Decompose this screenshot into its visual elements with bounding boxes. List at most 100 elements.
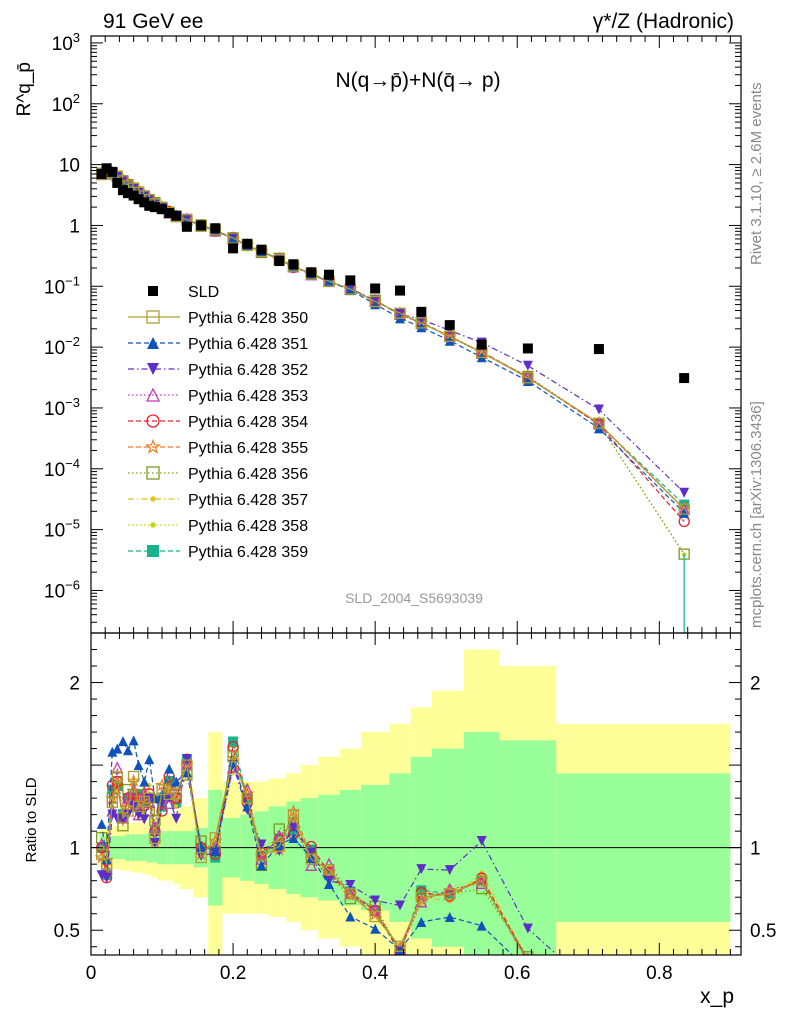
y-tick-label: 10−2 — [44, 334, 80, 359]
marker — [227, 751, 239, 763]
marker — [416, 306, 427, 317]
marker — [146, 414, 160, 428]
marker — [117, 736, 128, 747]
legend-label: Pythia 6.428 351 — [188, 336, 308, 353]
marker — [106, 796, 118, 809]
marker — [100, 857, 113, 870]
marker — [679, 373, 690, 384]
x-tick-label: 0.6 — [504, 963, 530, 984]
marker — [146, 466, 160, 480]
marker — [96, 169, 107, 180]
marker — [416, 864, 427, 875]
marker — [444, 912, 455, 923]
marker — [149, 793, 160, 804]
legend-item: Pythia 6.428 350 — [128, 310, 308, 327]
marker — [122, 188, 133, 199]
y-tick-label: 1 — [69, 216, 80, 237]
marker — [345, 284, 356, 295]
legend-item: Pythia 6.428 352 — [128, 362, 308, 379]
marker — [345, 880, 356, 891]
marker — [370, 923, 381, 934]
marker — [395, 900, 406, 911]
marker — [122, 805, 134, 817]
ratio-y-tick-label-right: 0.5 — [750, 921, 776, 942]
marker — [323, 863, 335, 876]
marker — [144, 200, 155, 211]
marker — [306, 847, 317, 858]
marker — [306, 267, 317, 278]
marker — [522, 360, 533, 371]
legend-label: SLD — [188, 284, 219, 301]
legend-label: Pythia 6.428 350 — [188, 310, 308, 327]
legend: SLD Pythia 6.428 350 Pythia 6.428 351 Pythi… — [128, 284, 308, 561]
marker — [274, 256, 285, 267]
marker — [444, 888, 456, 900]
y-tick-label: 10−1 — [44, 273, 80, 298]
legend-item: Pythia 6.428 358 — [128, 518, 308, 535]
marker — [139, 776, 150, 787]
legend-label: Pythia 6.428 353 — [188, 388, 308, 405]
marker — [255, 850, 268, 862]
marker — [164, 763, 175, 774]
marker — [522, 923, 533, 934]
marker — [241, 792, 253, 804]
legend-label: Pythia 6.428 356 — [188, 466, 308, 483]
legend-item: Pythia 6.428 355 — [128, 438, 308, 457]
marker — [444, 865, 455, 876]
marker — [107, 746, 118, 757]
marker — [117, 815, 128, 826]
marker — [163, 796, 176, 809]
legend-label: Pythia 6.428 359 — [188, 544, 308, 561]
main-plot-marks — [94, 163, 692, 633]
ratio-y-tick-label-right: 1 — [750, 839, 761, 860]
marker — [345, 275, 356, 286]
y-tick-label: 10−3 — [44, 395, 80, 420]
marker — [345, 911, 356, 922]
ratio-y-tick-label: 2 — [69, 674, 80, 695]
marker — [416, 314, 427, 325]
marker — [181, 221, 192, 232]
marker — [242, 238, 253, 249]
marker — [196, 220, 207, 231]
marker — [181, 759, 193, 771]
legend-label: Pythia 6.428 354 — [188, 414, 308, 431]
marker — [101, 163, 112, 174]
marker — [96, 870, 107, 881]
marker — [133, 809, 144, 820]
legend-label: Pythia 6.428 352 — [188, 362, 308, 379]
marker — [101, 873, 112, 884]
ratio-line — [101, 754, 525, 955]
marker — [173, 804, 179, 809]
marker — [273, 840, 285, 852]
marker — [522, 951, 534, 955]
marker — [323, 269, 334, 280]
marker — [416, 916, 427, 927]
marker — [96, 818, 107, 829]
marker — [476, 836, 487, 847]
marker — [394, 307, 406, 319]
marker — [147, 363, 159, 375]
marker — [122, 745, 133, 756]
marker — [305, 853, 317, 865]
marker — [107, 166, 118, 177]
legend-item: Pythia 6.428 351 — [128, 336, 308, 353]
marker — [133, 194, 144, 205]
marker — [256, 839, 267, 850]
ratio-plot-marks — [94, 735, 559, 955]
ratio-line — [101, 768, 526, 955]
marker — [112, 743, 123, 754]
y-tick-label: 10−6 — [44, 577, 80, 602]
marker — [147, 337, 159, 349]
marker — [256, 244, 267, 255]
marker — [111, 771, 123, 783]
marker — [195, 851, 207, 864]
x-tick-label: 0.2 — [220, 963, 246, 984]
marker — [171, 210, 182, 221]
marker — [145, 387, 161, 402]
marker — [210, 223, 221, 234]
marker — [107, 809, 118, 820]
x-tick-label: 0.8 — [646, 963, 672, 984]
main-ylabel: R^q_p̄ — [14, 62, 35, 116]
marker — [171, 797, 182, 808]
ratio-frame — [90, 632, 742, 956]
